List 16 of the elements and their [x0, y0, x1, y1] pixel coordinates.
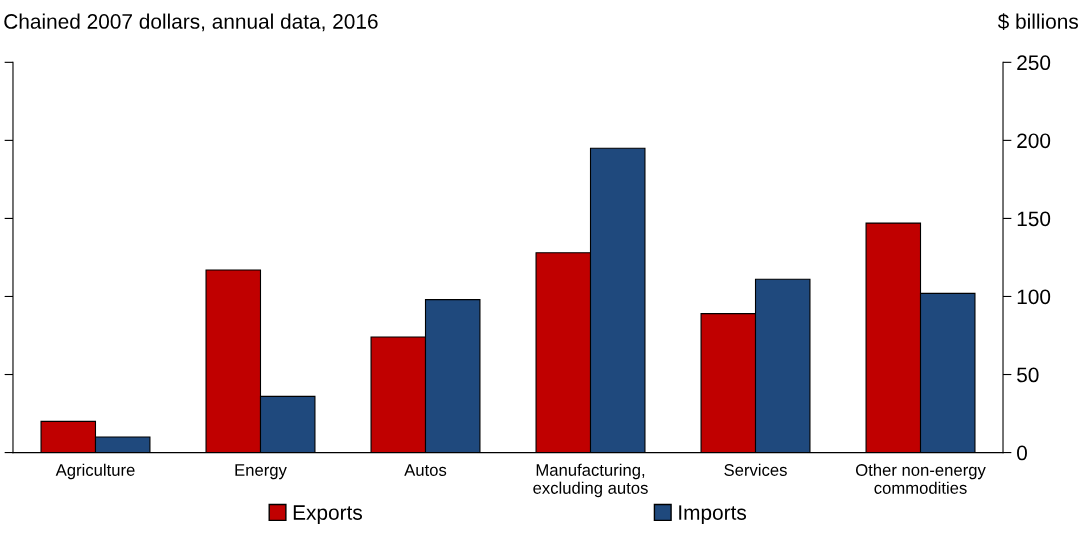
x-tick-label: Other non-energy commodities — [855, 463, 986, 494]
x-tick-label: Services — [724, 463, 787, 476]
legend-label: Imports — [679, 505, 747, 525]
y-tick-label: 0 — [1017, 445, 1027, 461]
y-tick-label: 50 — [1017, 367, 1039, 383]
legend-label: Exports — [293, 505, 362, 525]
y-tick-label: 100 — [1017, 289, 1051, 305]
x-tick-label: Energy — [235, 464, 287, 480]
x-tick-label: Autos — [404, 464, 447, 476]
y-tick-label: 200 — [1017, 133, 1051, 149]
chart-title: Chained 2007 dollars, annual data, 2016 — [4, 13, 378, 32]
y-tick-label: 250 — [1017, 55, 1051, 71]
y-tick-label: 150 — [1017, 211, 1051, 227]
y-axis-title: $ billions — [997, 13, 1079, 31]
x-tick-label: Agriculture — [55, 463, 135, 480]
x-tick-label: Manufacturing, excluding autos — [533, 463, 648, 498]
